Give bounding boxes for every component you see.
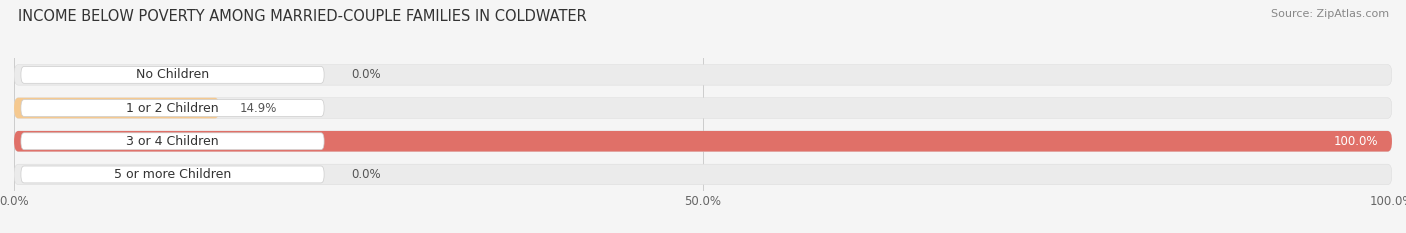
FancyBboxPatch shape	[14, 98, 1392, 118]
FancyBboxPatch shape	[14, 65, 1392, 85]
Text: No Children: No Children	[136, 68, 209, 81]
Text: 100.0%: 100.0%	[1334, 135, 1378, 148]
Text: INCOME BELOW POVERTY AMONG MARRIED-COUPLE FAMILIES IN COLDWATER: INCOME BELOW POVERTY AMONG MARRIED-COUPL…	[18, 9, 588, 24]
FancyBboxPatch shape	[14, 131, 1392, 151]
FancyBboxPatch shape	[21, 66, 325, 83]
FancyBboxPatch shape	[14, 131, 1392, 151]
Text: 14.9%: 14.9%	[240, 102, 277, 115]
Text: 5 or more Children: 5 or more Children	[114, 168, 231, 181]
FancyBboxPatch shape	[21, 100, 325, 116]
FancyBboxPatch shape	[21, 133, 325, 150]
Text: 1 or 2 Children: 1 or 2 Children	[127, 102, 219, 115]
FancyBboxPatch shape	[14, 164, 1392, 185]
FancyBboxPatch shape	[14, 98, 219, 118]
Text: Source: ZipAtlas.com: Source: ZipAtlas.com	[1271, 9, 1389, 19]
Text: 0.0%: 0.0%	[352, 68, 381, 81]
Text: 3 or 4 Children: 3 or 4 Children	[127, 135, 219, 148]
FancyBboxPatch shape	[21, 166, 325, 183]
Text: 0.0%: 0.0%	[352, 168, 381, 181]
